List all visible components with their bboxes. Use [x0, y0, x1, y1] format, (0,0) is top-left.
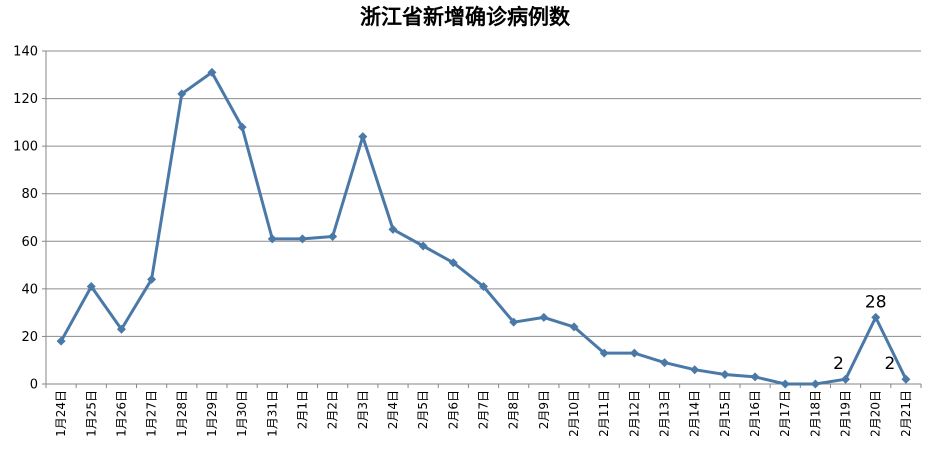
data-point	[328, 232, 338, 242]
x-tick-label: 2月12日	[627, 390, 641, 437]
data-point	[720, 369, 730, 379]
x-tick-label: 2月21日	[899, 390, 913, 437]
x-tick-label: 1月24日	[54, 390, 68, 437]
x-tick-label: 1月28日	[175, 390, 189, 437]
data-point	[237, 122, 247, 132]
x-tick-label: 2月2日	[326, 390, 340, 429]
x-tick-label: 2月6日	[446, 390, 460, 429]
x-tick-label: 2月18日	[808, 390, 822, 437]
x-tick-label: 2月9日	[537, 390, 551, 429]
data-point	[750, 372, 760, 382]
x-tick-label: 2月14日	[688, 390, 702, 437]
data-point	[448, 258, 458, 268]
data-point	[539, 312, 549, 322]
data-label: 2	[833, 354, 844, 374]
x-tick-label: 2月5日	[416, 390, 430, 429]
y-tick-label: 100	[13, 140, 38, 155]
x-tick-label: 2月10日	[567, 390, 581, 437]
data-point	[297, 234, 307, 244]
x-tick-label: 1月25日	[84, 390, 98, 437]
x-tick-label: 2月11日	[597, 390, 611, 437]
axes	[42, 50, 922, 388]
x-tick-label: 2月4日	[386, 390, 400, 429]
series	[56, 67, 911, 389]
data-point	[388, 224, 398, 234]
data-point	[479, 281, 488, 291]
y-tick-label: 120	[13, 92, 38, 107]
data-point	[56, 336, 66, 346]
x-axis-ticks: 1月24日 1月25日 1月26日 1月27日 1月28日 1月29日 1月30日 1月31日…	[54, 390, 913, 437]
data-point	[569, 322, 579, 332]
data-point	[86, 281, 96, 291]
data-labels: 2 28 2	[833, 292, 895, 374]
x-tick-label: 2月7日	[477, 390, 491, 429]
y-axis-ticks: 0 20 40 60 80 100 120 140	[13, 45, 38, 393]
data-point	[509, 317, 519, 327]
y-tick-label: 20	[21, 330, 38, 345]
data-label: 28	[865, 292, 887, 312]
data-point	[901, 374, 911, 384]
data-point	[418, 241, 428, 251]
data-point	[116, 324, 126, 334]
x-tick-label: 2月8日	[507, 390, 521, 429]
data-label: 2	[884, 354, 895, 374]
data-point	[147, 274, 157, 284]
x-tick-label: 1月31日	[265, 390, 279, 437]
y-tick-label: 0	[30, 378, 38, 393]
x-tick-label: 1月26日	[114, 390, 128, 437]
data-point	[871, 312, 881, 322]
data-point	[177, 89, 187, 99]
grid-lines	[46, 50, 921, 337]
data-point	[207, 67, 217, 77]
x-tick-label: 2月17日	[778, 390, 792, 437]
data-point	[599, 348, 609, 358]
x-tick-label: 1月27日	[145, 390, 159, 437]
chart-title: 浙江省新增确诊病例数	[360, 4, 571, 29]
data-point	[780, 379, 790, 389]
x-tick-label: 1月29日	[205, 390, 219, 437]
series-line	[59, 70, 908, 386]
data-point	[358, 132, 368, 142]
data-point	[690, 365, 700, 375]
data-point	[841, 374, 851, 384]
x-tick-label: 2月15日	[718, 390, 732, 437]
data-point	[267, 234, 277, 244]
x-tick-label: 2月16日	[748, 390, 762, 437]
x-tick-label: 2月3日	[356, 390, 370, 429]
y-tick-label: 140	[13, 45, 38, 60]
y-tick-label: 60	[21, 235, 38, 250]
data-point	[810, 379, 820, 389]
x-tick-label: 1月30日	[235, 390, 249, 437]
y-tick-label: 80	[21, 187, 38, 202]
x-tick-label: 2月20日	[869, 390, 883, 437]
x-tick-label: 2月1日	[295, 390, 309, 429]
x-tick-label: 2月19日	[839, 390, 853, 437]
y-tick-label: 40	[21, 282, 38, 297]
data-point	[629, 348, 639, 358]
data-point	[660, 358, 670, 368]
x-tick-label: 2月13日	[658, 390, 672, 437]
